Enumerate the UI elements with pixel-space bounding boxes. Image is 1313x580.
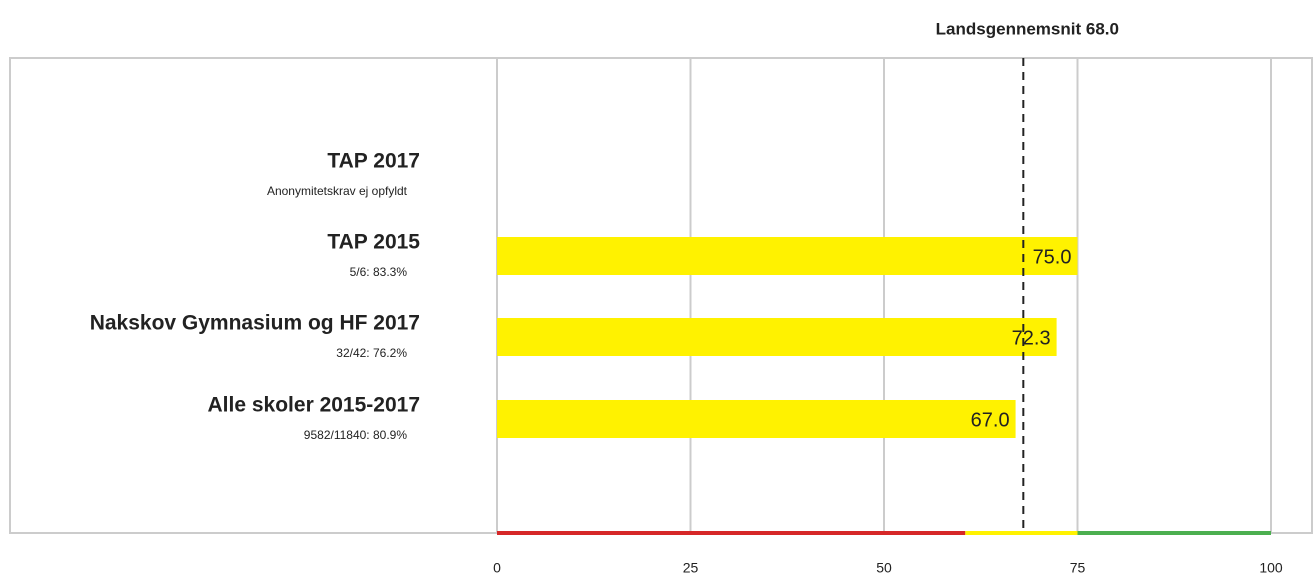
category-sublabel: 5/6: 83.3% <box>350 265 408 279</box>
color-band <box>1077 531 1271 535</box>
category-label: TAP 2017 <box>327 150 420 173</box>
bar <box>497 318 1057 356</box>
category-sublabel: Anonymitetskrav ej opfyldt <box>267 184 408 198</box>
category-label: Nakskov Gymnasium og HF 2017 <box>90 312 420 335</box>
category-sublabel: 9582/11840: 80.9% <box>304 428 408 442</box>
x-tick-label: 25 <box>683 560 699 576</box>
x-tick-label: 50 <box>876 560 892 576</box>
x-tick-label: 0 <box>493 560 501 576</box>
category-label: Alle skoler 2015-2017 <box>208 394 420 417</box>
bar <box>497 237 1078 275</box>
bar <box>497 400 1016 438</box>
value-label: 72.3 <box>1012 327 1051 349</box>
category-sublabel: 32/42: 76.2% <box>336 346 407 360</box>
x-tick-label: 100 <box>1259 560 1283 576</box>
x-tick-label: 75 <box>1070 560 1086 576</box>
plot-frame <box>9 57 1313 534</box>
value-label: 75.0 <box>1033 246 1072 268</box>
value-label: 67.0 <box>971 409 1010 431</box>
category-label: TAP 2015 <box>327 231 420 254</box>
color-band <box>497 531 966 535</box>
reference-label: Landsgennemsnit 68.0 <box>936 19 1119 38</box>
color-band <box>965 531 1078 535</box>
